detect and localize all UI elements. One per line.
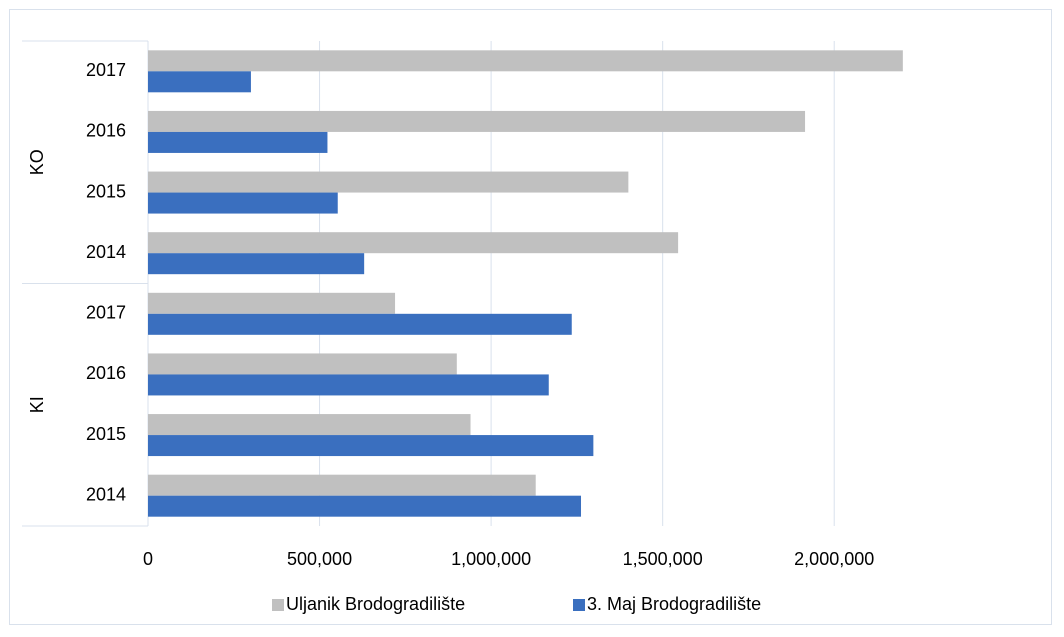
bar-uljanik: [148, 110, 806, 132]
bar-uljanik: [148, 171, 629, 193]
category-label: 2015: [86, 424, 126, 444]
legend-swatch: [573, 599, 585, 611]
category-label: 2014: [86, 484, 126, 504]
category-label: 2016: [86, 121, 126, 141]
category-label: 2014: [86, 242, 126, 262]
axes: [22, 40, 149, 527]
bar-3-maj: [148, 131, 328, 153]
x-tick-label: 1,500,000: [623, 549, 703, 569]
bar-3-maj: [148, 192, 338, 214]
legend-label: Uljanik Brodogradilište: [286, 594, 465, 614]
category-label: 2016: [86, 363, 126, 383]
x-tick-label: 500,000: [287, 549, 352, 569]
bar-uljanik: [148, 292, 396, 314]
x-tick-label: 1,000,000: [451, 549, 531, 569]
category-labels: 2017 2016 2015 2014 2017 2016 2015 2014 KO KI: [27, 60, 126, 504]
x-tick-labels: 0 500,000 1,000,000 1,500,000 2,000,000: [143, 549, 874, 569]
x-tick-label: 0: [143, 549, 153, 569]
chart-frame: [9, 9, 1052, 625]
bar-3-maj: [148, 435, 594, 457]
legend: Uljanik Brodogradilište 3. Maj Brodogradi…: [272, 594, 761, 614]
group-label: KI: [27, 396, 47, 413]
bar-3-maj: [148, 374, 549, 396]
bar-uljanik: [148, 474, 536, 496]
category-label: 2017: [86, 60, 126, 80]
bar-uljanik: [148, 232, 679, 254]
legend-swatch: [272, 599, 284, 611]
bar-uljanik: [148, 414, 471, 436]
bar-3-maj: [148, 71, 251, 93]
category-label: 2015: [86, 181, 126, 201]
x-tick-label: 2,000,000: [794, 549, 874, 569]
legend-label: 3. Maj Brodogradilište: [587, 594, 761, 614]
bars: [148, 50, 903, 517]
bar-uljanik: [148, 353, 457, 375]
category-label: 2017: [86, 303, 126, 323]
bar-uljanik: [148, 50, 903, 72]
bar-3-maj: [148, 253, 365, 275]
bar-3-maj: [148, 495, 582, 517]
group-label: KO: [27, 149, 47, 175]
bar-3-maj: [148, 313, 572, 335]
